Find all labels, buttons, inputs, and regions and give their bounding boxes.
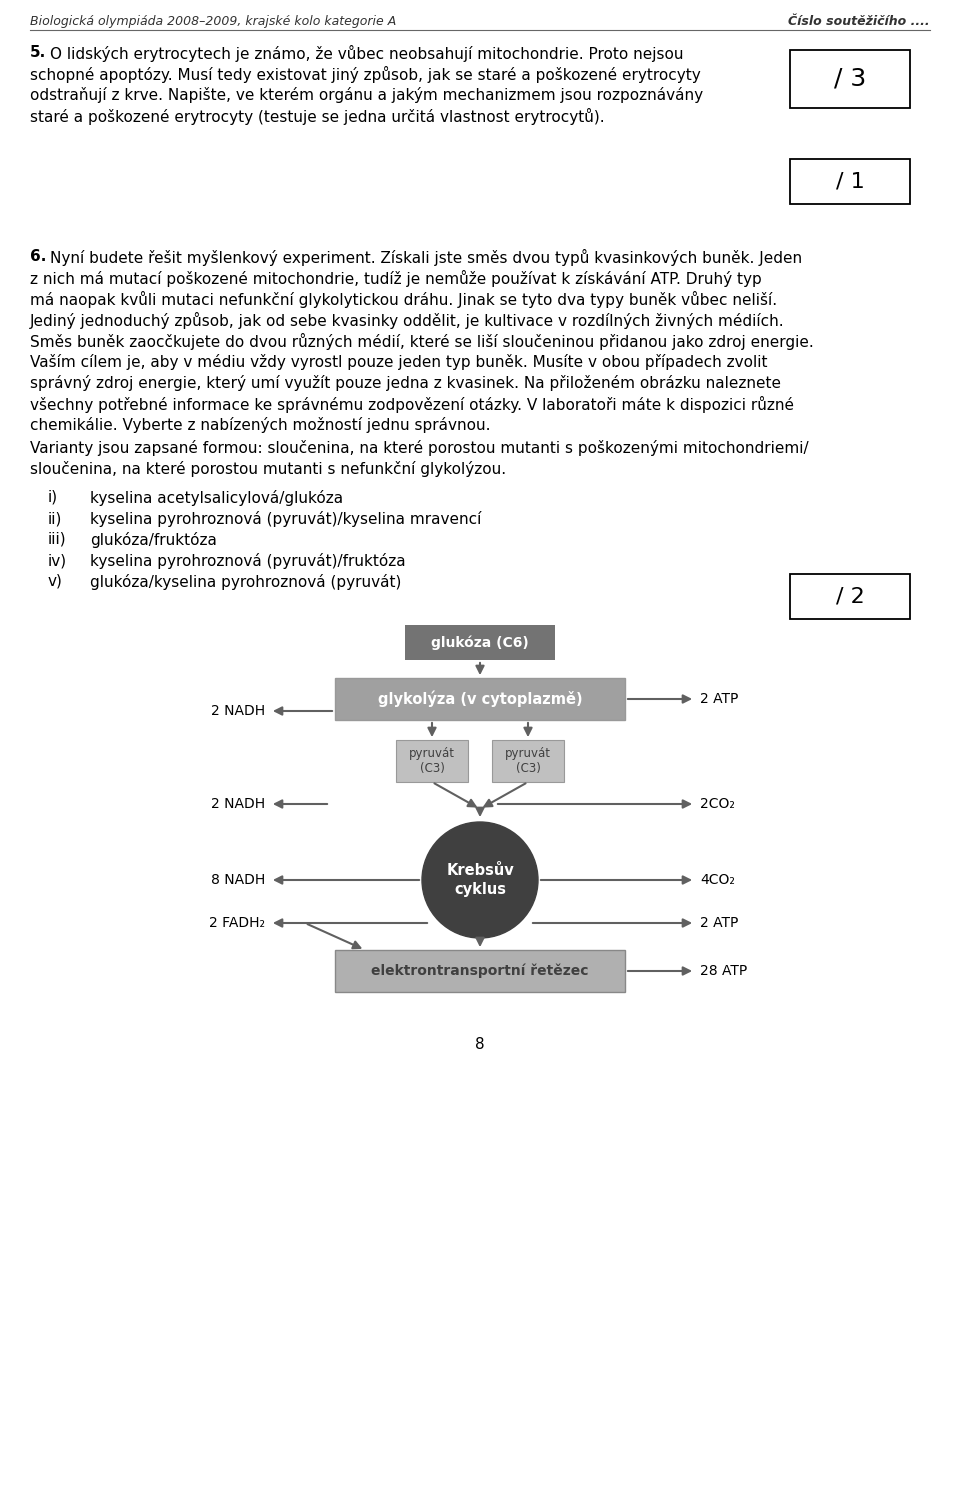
Text: 2 NADH: 2 NADH [211, 704, 265, 717]
Text: kyselina pyrohroznová (pyruvát)/kyselina mravencí: kyselina pyrohroznová (pyruvát)/kyselina… [90, 511, 481, 527]
Text: všechny potřebné informace ke správnému zodpovězení otázky. V laboratoři máte k : všechny potřebné informace ke správnému … [30, 396, 794, 413]
Text: 5.: 5. [30, 45, 46, 60]
FancyBboxPatch shape [405, 625, 555, 660]
Text: schopné apoptózy. Musí tedy existovat jiný způsob, jak se staré a poškozené eryt: schopné apoptózy. Musí tedy existovat ji… [30, 66, 701, 83]
Text: Krebsův
cyklus: Krebsův cyklus [446, 864, 514, 897]
Text: 6.: 6. [30, 249, 46, 264]
Text: / 3: / 3 [834, 66, 866, 90]
Text: 8 NADH: 8 NADH [211, 873, 265, 888]
Text: v): v) [48, 574, 62, 589]
FancyBboxPatch shape [335, 678, 625, 720]
FancyBboxPatch shape [790, 50, 910, 109]
Text: Vaším cílem je, aby v médiu vždy vyrostl pouze jeden typ buněk. Musíte v obou př: Vaším cílem je, aby v médiu vždy vyrostl… [30, 354, 767, 371]
Text: / 1: / 1 [835, 172, 864, 191]
Text: má naopak kvůli mutaci nefunkční glykolytickou dráhu. Jinak se tyto dva typy bun: má naopak kvůli mutaci nefunkční glykoly… [30, 291, 778, 307]
Text: 2 ATP: 2 ATP [700, 916, 738, 930]
Text: iii): iii) [48, 532, 66, 547]
Text: 2CO₂: 2CO₂ [700, 797, 734, 811]
Text: 4CO₂: 4CO₂ [700, 873, 734, 888]
Text: 2 NADH: 2 NADH [211, 797, 265, 811]
Text: chemikálie. Vyberte z nabízených možností jednu správnou.: chemikálie. Vyberte z nabízených možnost… [30, 417, 491, 433]
Circle shape [422, 821, 538, 937]
Text: glykolýza (v cytoplazmě): glykolýza (v cytoplazmě) [377, 690, 583, 707]
FancyBboxPatch shape [790, 160, 910, 203]
Text: pyruvát
(C3): pyruvát (C3) [505, 747, 551, 775]
Text: Směs buněk zaocčkujete do dvou různých médií, které se liší sloučeninou přidanou: Směs buněk zaocčkujete do dvou různých m… [30, 333, 814, 350]
Text: glukóza/fruktóza: glukóza/fruktóza [90, 532, 217, 549]
Text: pyruvát
(C3): pyruvát (C3) [409, 747, 455, 775]
Text: kyselina pyrohroznová (pyruvát)/fruktóza: kyselina pyrohroznová (pyruvát)/fruktóza [90, 553, 406, 570]
FancyBboxPatch shape [396, 740, 468, 782]
Text: glukóza (C6): glukóza (C6) [431, 636, 529, 650]
Text: elektrontransportní řetězec: elektrontransportní řetězec [372, 964, 588, 978]
FancyBboxPatch shape [790, 574, 910, 619]
Text: 2 ATP: 2 ATP [700, 692, 738, 705]
Text: 2 FADH₂: 2 FADH₂ [209, 916, 265, 930]
Text: iv): iv) [48, 553, 67, 568]
Text: 28 ATP: 28 ATP [700, 964, 747, 978]
Text: 8: 8 [475, 1037, 485, 1052]
Text: ii): ii) [48, 511, 62, 526]
Text: Biologická olympiáda 2008–2009, krajské kolo kategorie A: Biologická olympiáda 2008–2009, krajské … [30, 15, 396, 29]
Text: i): i) [48, 490, 59, 505]
Text: Číslo soutěžičího ....: Číslo soutěžičího .... [788, 15, 930, 29]
Text: Nyní budete řešit myšlenkový experiment. Získali jste směs dvou typů kvasinkovýc: Nyní budete řešit myšlenkový experiment.… [50, 249, 803, 267]
Text: Jediný jednoduchý způsob, jak od sebe kvasinky oddělit, je kultivace v rozdílnýc: Jediný jednoduchý způsob, jak od sebe kv… [30, 312, 784, 329]
Text: správný zdroj energie, který umí využít pouze jedna z kvasinek. Na přiloženém ob: správný zdroj energie, který umí využít … [30, 375, 781, 390]
Text: odstraňují z krve. Napište, ve kterém orgánu a jakým mechanizmem jsou rozpoznává: odstraňují z krve. Napište, ve kterém or… [30, 87, 703, 102]
Text: / 2: / 2 [835, 586, 864, 606]
Text: kyselina acetylsalicylová/glukóza: kyselina acetylsalicylová/glukóza [90, 490, 343, 506]
Text: sloučenina, na které porostou mutanti s nefunkční glykolýzou.: sloučenina, na které porostou mutanti s … [30, 461, 506, 478]
Text: Varianty jsou zapsané formou: sloučenina, na které porostou mutanti s poškozeným: Varianty jsou zapsané formou: sloučenina… [30, 440, 808, 457]
Text: O lidských erytrocytech je známo, že vůbec neobsahují mitochondrie. Proto nejsou: O lidských erytrocytech je známo, že vůb… [50, 45, 684, 62]
Text: z nich má mutací poškozené mitochondrie, tudíž je nemůže používat k získávání AT: z nich má mutací poškozené mitochondrie,… [30, 270, 761, 286]
Text: glukóza/kyselina pyrohroznová (pyruvát): glukóza/kyselina pyrohroznová (pyruvát) [90, 574, 401, 591]
FancyBboxPatch shape [335, 949, 625, 992]
Text: staré a poškozené erytrocyty (testuje se jedna určitá vlastnost erytrocytů).: staré a poškozené erytrocyty (testuje se… [30, 109, 605, 125]
FancyBboxPatch shape [492, 740, 564, 782]
